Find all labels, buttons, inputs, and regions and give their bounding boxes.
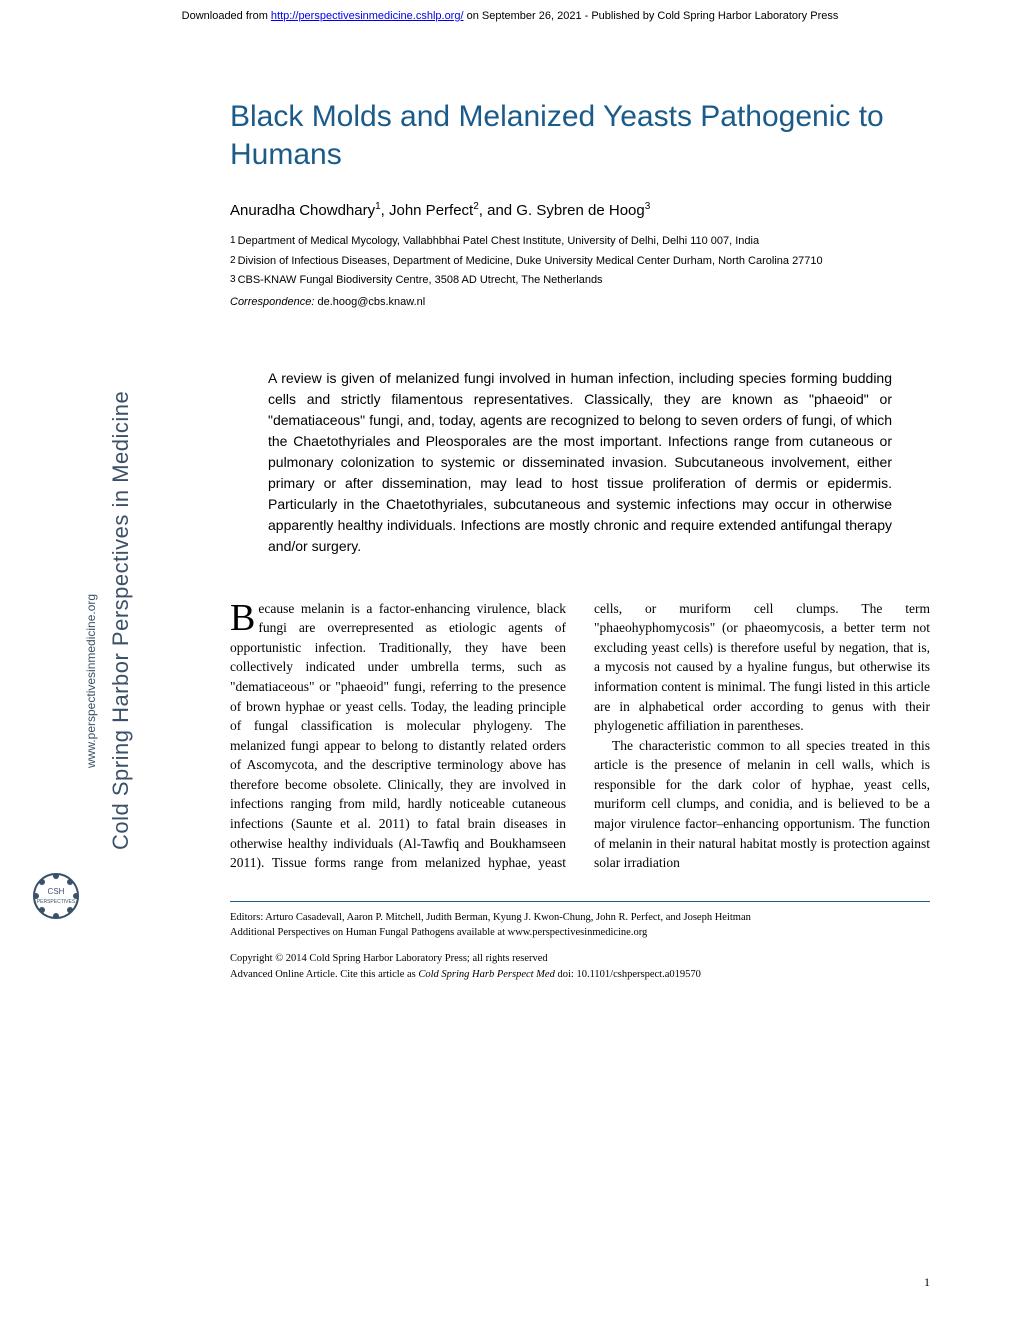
page-number: 1 [924,1275,930,1290]
main-content: Black Molds and Melanized Yeasts Pathoge… [230,98,930,983]
affiliation-row: 2Division of Infectious Diseases, Depart… [230,253,930,271]
sidebar: Cold Spring Harbor Perspectives in Medic… [30,330,150,970]
download-header: Downloaded from http://perspectivesinmed… [0,0,1020,28]
download-prefix: Downloaded from [182,10,271,22]
journal-website-vertical: www.perspectivesinmedicine.org [84,594,98,768]
article-title: Black Molds and Melanized Yeasts Pathoge… [230,98,930,173]
svg-text:PERSPECTIVES: PERSPECTIVES [37,899,76,905]
body-text: Because melanin is a factor-enhancing vi… [230,599,930,873]
footer-rule [230,901,930,902]
correspondence-label: Correspondence: [230,296,314,308]
affiliations: 1Department of Medical Mycology, Vallabh… [230,233,930,290]
journal-name-vertical: Cold Spring Harbor Perspectives in Medic… [108,391,134,850]
affiliation-row: 1Department of Medical Mycology, Vallabh… [230,233,930,251]
svg-text:CSH: CSH [48,887,65,896]
correspondence-email: de.hoog@cbs.knaw.nl [317,296,425,308]
correspondence: Correspondence: de.hoog@cbs.knaw.nl [230,296,930,308]
footer: Editors: Arturo Casadevall, Aaron P. Mit… [230,910,930,983]
cshl-logo-icon: CSH PERSPECTIVES [30,870,82,922]
authors-line: Anuradha Chowdhary1, John Perfect2, and … [230,201,930,219]
footer-cite: Advanced Online Article. Cite this artic… [230,967,930,983]
dropcap: B [230,599,258,634]
download-url[interactable]: http://perspectivesinmedicine.cshlp.org/ [271,10,464,22]
affiliation-row: 3CBS-KNAW Fungal Biodiversity Centre, 35… [230,272,930,290]
download-suffix: on September 26, 2021 - Published by Col… [464,10,839,22]
footer-editors: Editors: Arturo Casadevall, Aaron P. Mit… [230,910,930,926]
body-paragraph-2: The characteristic common to all species… [594,736,930,873]
footer-additional: Additional Perspectives on Human Fungal … [230,925,930,941]
abstract: A review is given of melanized fungi inv… [268,368,892,557]
footer-copyright: Copyright © 2014 Cold Spring Harbor Labo… [230,951,930,967]
